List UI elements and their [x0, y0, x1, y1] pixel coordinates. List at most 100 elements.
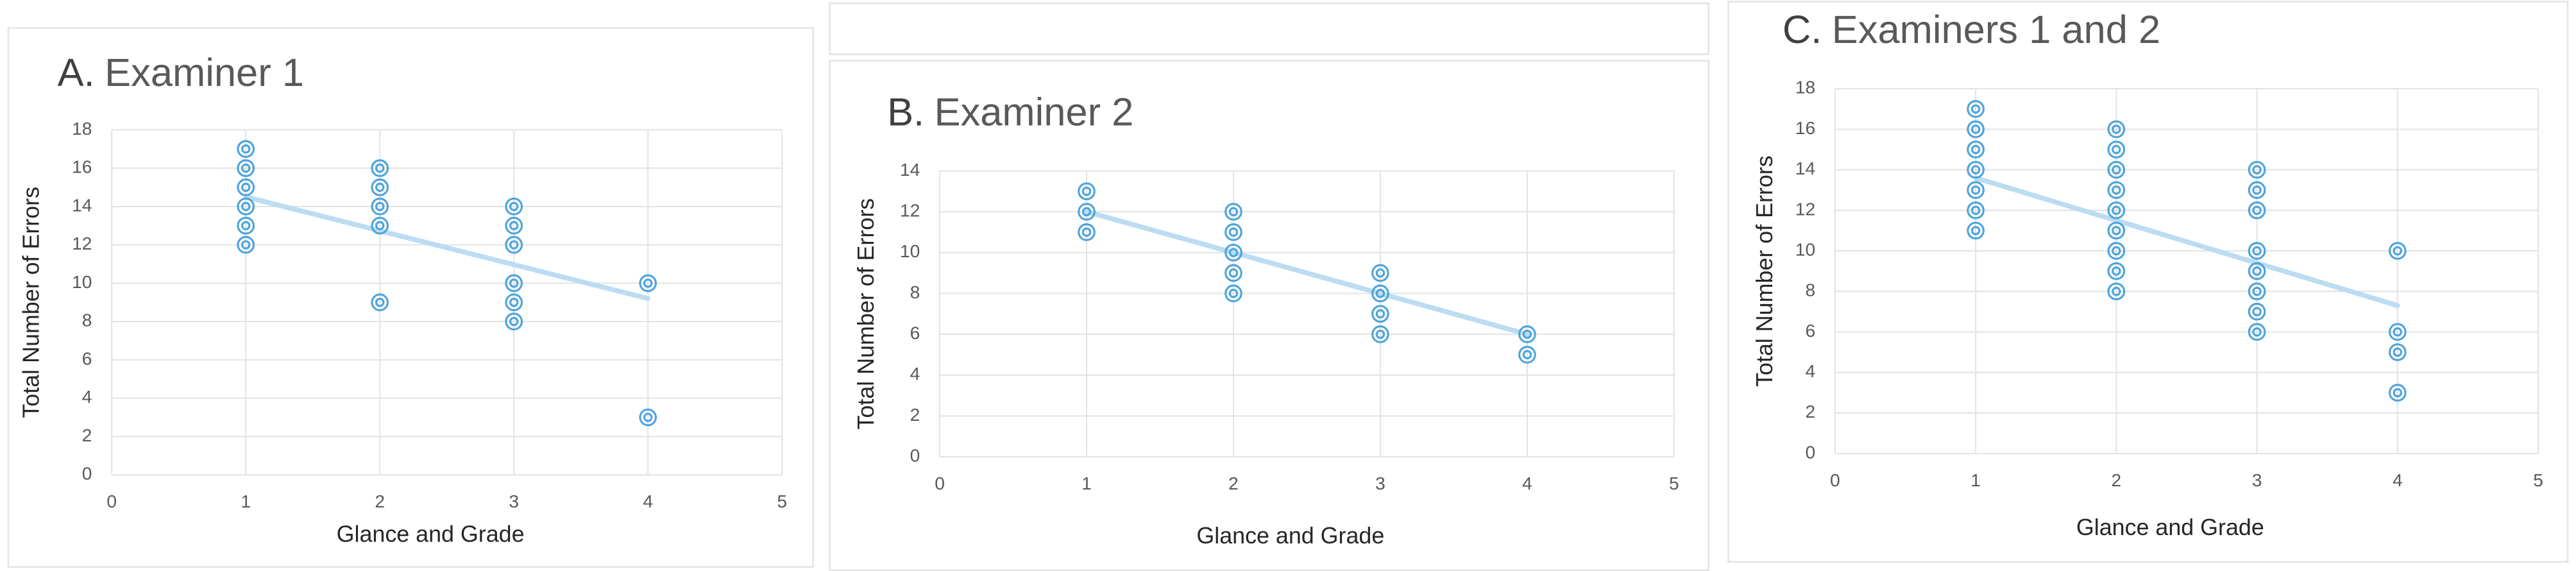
- point-outer: [2248, 242, 2266, 260]
- point-inner: [241, 221, 251, 230]
- point: [505, 198, 523, 216]
- point-inner: [2252, 185, 2262, 195]
- y-tick-label: 4: [82, 386, 92, 407]
- point: [2107, 160, 2126, 179]
- point: [1078, 223, 1096, 241]
- point-inner: [1970, 165, 1981, 175]
- point-outer: [1224, 264, 1242, 282]
- point: [2107, 262, 2126, 280]
- point-outer: [1078, 203, 1096, 221]
- point-outer: [505, 198, 523, 216]
- point-outer: [237, 178, 255, 196]
- point-inner: [1970, 124, 1981, 134]
- y-tick-label: 12: [900, 200, 920, 220]
- point-inner: [2252, 307, 2262, 316]
- point: [2248, 160, 2266, 179]
- title-letter: C.: [1783, 8, 1822, 52]
- point: [1371, 264, 1389, 282]
- point: [371, 198, 389, 216]
- point-inner: [1228, 268, 1239, 278]
- point: [1224, 243, 1242, 262]
- point-inner: [241, 201, 251, 212]
- point-outer: [2388, 384, 2407, 402]
- point-inner: [1375, 289, 1385, 298]
- point: [1224, 223, 1242, 241]
- y-tick-label: 6: [1805, 320, 1815, 341]
- point: [2388, 242, 2407, 260]
- y-tick-label: 14: [1795, 158, 1815, 178]
- point-outer: [2107, 242, 2126, 260]
- point: [1371, 325, 1389, 343]
- point: [237, 235, 255, 254]
- x-axis-label: Glance and Grade: [337, 521, 525, 547]
- x-tick-label: 2: [375, 491, 385, 511]
- point-inner: [2252, 287, 2262, 296]
- point-outer: [505, 274, 523, 293]
- x-tick-label: 3: [1375, 473, 1385, 493]
- y-tick-label: 16: [1795, 117, 1815, 138]
- point: [237, 198, 255, 216]
- y-tick-label: 8: [910, 282, 920, 302]
- x-tick-label: 4: [1522, 473, 1532, 493]
- point: [1224, 203, 1242, 221]
- y-tick-label: 0: [82, 463, 92, 484]
- point: [1967, 100, 1985, 118]
- title-text: Examiners 1 and 2: [1832, 8, 2160, 52]
- point-outer: [2248, 323, 2266, 341]
- y-tick-label: 12: [72, 233, 92, 253]
- panel-frame: [829, 60, 1709, 571]
- point: [505, 216, 523, 235]
- point-outer: [1967, 181, 1985, 200]
- title-text: Examiner 2: [935, 90, 1134, 135]
- point: [237, 140, 255, 158]
- point-outer: [2107, 160, 2126, 179]
- point: [1078, 182, 1096, 201]
- point-outer: [2248, 181, 2266, 200]
- point: [505, 293, 523, 312]
- point-outer: [2107, 120, 2126, 139]
- point-outer: [1967, 201, 1985, 219]
- point-outer: [505, 216, 523, 235]
- point: [2248, 262, 2266, 280]
- y-tick-label: 14: [72, 194, 92, 215]
- point-outer: [1078, 223, 1096, 241]
- point-inner: [2252, 246, 2262, 256]
- x-tick-label: 3: [509, 491, 519, 511]
- point-outer: [2107, 181, 2126, 200]
- trendline: [243, 194, 651, 302]
- point: [1078, 203, 1096, 221]
- chart-title: A. Examiner 1: [58, 51, 304, 95]
- x-tick-label: 1: [1081, 473, 1092, 493]
- point-inner: [241, 182, 251, 192]
- y-tick-label: 0: [910, 445, 920, 465]
- point: [639, 408, 657, 427]
- x-tick-label: 5: [2533, 470, 2543, 490]
- y-tick-label: 4: [910, 363, 920, 384]
- point-outer: [2248, 302, 2266, 321]
- x-tick-label: 2: [1228, 473, 1239, 493]
- point: [1224, 264, 1242, 282]
- x-tick-label: 1: [1970, 470, 1981, 490]
- point-inner: [1970, 226, 1981, 235]
- point-inner: [643, 278, 653, 288]
- point: [2388, 323, 2407, 341]
- point-outer: [371, 293, 389, 312]
- point-inner: [2252, 327, 2262, 337]
- point-inner: [2112, 144, 2121, 155]
- y-tick-label: 0: [1805, 441, 1815, 462]
- point: [2107, 242, 2126, 260]
- point-inner: [509, 278, 519, 288]
- point: [237, 178, 255, 196]
- point-inner: [2393, 347, 2402, 357]
- point-outer: [2107, 221, 2126, 240]
- point: [639, 274, 657, 293]
- point-inner: [1970, 144, 1981, 155]
- point-inner: [241, 144, 251, 154]
- point-inner: [1228, 207, 1239, 217]
- point: [2388, 343, 2407, 361]
- point: [1518, 346, 1536, 364]
- point-inner: [1970, 185, 1981, 195]
- point: [1967, 160, 1985, 179]
- point-outer: [1967, 221, 1985, 240]
